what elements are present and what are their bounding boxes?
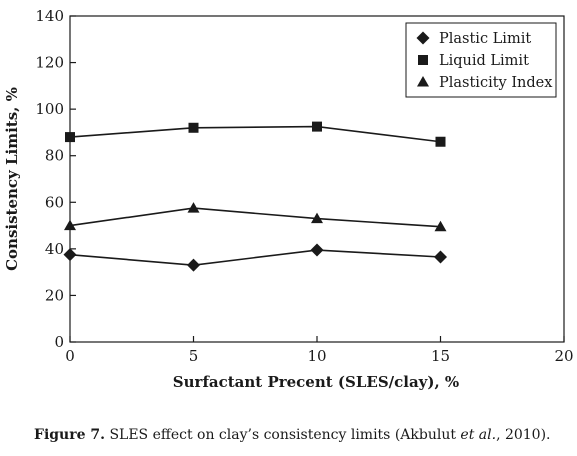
data-point-liquid-limit: [65, 132, 75, 143]
data-point-plasticity-index: [187, 202, 200, 213]
x-tick-label: 20: [554, 347, 573, 365]
y-tick-label: 40: [45, 240, 64, 258]
y-tick-label: 120: [35, 54, 64, 72]
caption-text-after: , 2010).: [496, 427, 551, 443]
data-point-plastic-limit: [187, 258, 200, 272]
x-tick-label: 10: [307, 347, 326, 365]
data-point-plastic-limit: [434, 250, 447, 264]
figure-caption: Figure 7. SLES effect on clay’s consiste…: [34, 427, 551, 443]
legend-label-liquid-limit: Liquid Limit: [439, 53, 529, 69]
series-plastic-limit: [63, 243, 447, 272]
legend-box: [405, 22, 557, 98]
legend-label-plasticity-index: Plasticity Index: [439, 75, 552, 91]
y-tick-label: 20: [45, 286, 64, 304]
y-tick-label: 80: [45, 147, 64, 165]
series-line-liquid-limit: [69, 125, 441, 143]
caption-text-italic: et al.: [460, 427, 497, 443]
legend-marker-plasticity-index: [417, 76, 429, 87]
x-tick-label: 5: [189, 347, 199, 365]
data-point-plasticity-index: [434, 220, 447, 232]
y-tick-label: 140: [35, 7, 64, 25]
series-plasticity-index: [64, 202, 447, 232]
x-tick-label: 15: [431, 347, 450, 365]
data-point-plastic-limit: [63, 248, 77, 262]
caption-label: Figure 7.: [34, 427, 105, 443]
series-line-plasticity-index: [69, 207, 441, 228]
legend-label-plastic-limit: Plastic Limit: [439, 31, 531, 47]
data-point-plastic-limit: [310, 243, 324, 257]
series-liquid-limit: [65, 121, 446, 147]
series-line-plastic-limit: [69, 249, 441, 266]
data-point-liquid-limit: [188, 122, 199, 133]
data-point-plasticity-index: [64, 219, 76, 231]
y-axis-title: Consistency Limits, %: [3, 87, 21, 271]
y-tick-label: 60: [45, 193, 64, 211]
x-tick-label: 0: [65, 347, 75, 365]
legend-marker-plastic-limit: [416, 31, 430, 45]
y-tick-label: 0: [54, 333, 64, 351]
data-point-liquid-limit: [312, 121, 322, 132]
legend-marker-liquid-limit: [418, 55, 428, 65]
data-point-plasticity-index: [311, 212, 323, 224]
caption-text-before: SLES effect on clay’s consistency limits…: [105, 427, 461, 443]
data-point-liquid-limit: [435, 136, 446, 147]
x-axis-title: Surfactant Precent (SLES/clay), %: [173, 373, 459, 391]
chart: 0 20 40 60 80 100 120 140 0 5 10 15 20 Plastic Limit…: [3, 7, 574, 391]
y-tick-label: 100: [35, 100, 64, 118]
